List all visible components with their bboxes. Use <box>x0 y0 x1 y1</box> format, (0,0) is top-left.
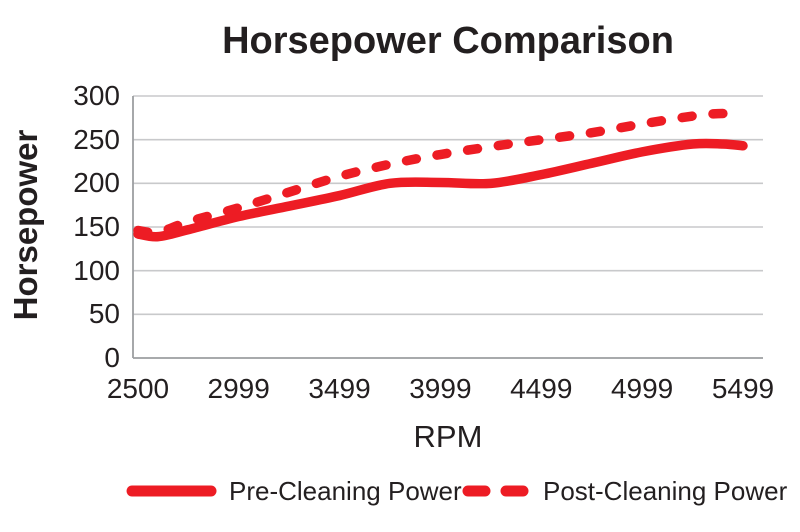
x-tick-label: 2500 <box>106 373 170 404</box>
x-tick-label: 5499 <box>711 373 775 404</box>
x-tick-label: 4499 <box>510 373 573 404</box>
y-tick-label: 300 <box>73 80 120 111</box>
series-line-solid <box>133 138 748 242</box>
x-tick-label: 3999 <box>409 373 472 404</box>
y-tick-label: 200 <box>73 167 120 199</box>
dashed-line-swatch-icon <box>462 485 530 497</box>
solid-line-swatch-icon <box>126 485 217 497</box>
legend-item-post-cleaning: Post-Cleaning Power <box>460 476 787 506</box>
x-axis-title: RPM <box>413 419 483 454</box>
x-tick-label: 4999 <box>610 373 674 404</box>
series-line-dashed <box>133 108 748 238</box>
x-tick-label: 3499 <box>308 373 371 404</box>
legend-label-post-cleaning: Post-Cleaning Power <box>543 475 788 506</box>
y-tick-label: 100 <box>73 254 120 286</box>
x-tick-label: 2999 <box>207 373 270 404</box>
legend-item-pre-cleaning: Pre-Cleaning Power <box>126 476 462 506</box>
y-tick-label: 150 <box>73 211 120 242</box>
y-tick-label: 250 <box>73 123 120 155</box>
chart-title: Horsepower Comparison <box>222 20 674 62</box>
y-tick-label: 0 <box>104 342 120 373</box>
y-tick-label: 50 <box>88 298 120 330</box>
legend-label-pre-cleaning: Pre-Cleaning Power <box>229 475 462 506</box>
